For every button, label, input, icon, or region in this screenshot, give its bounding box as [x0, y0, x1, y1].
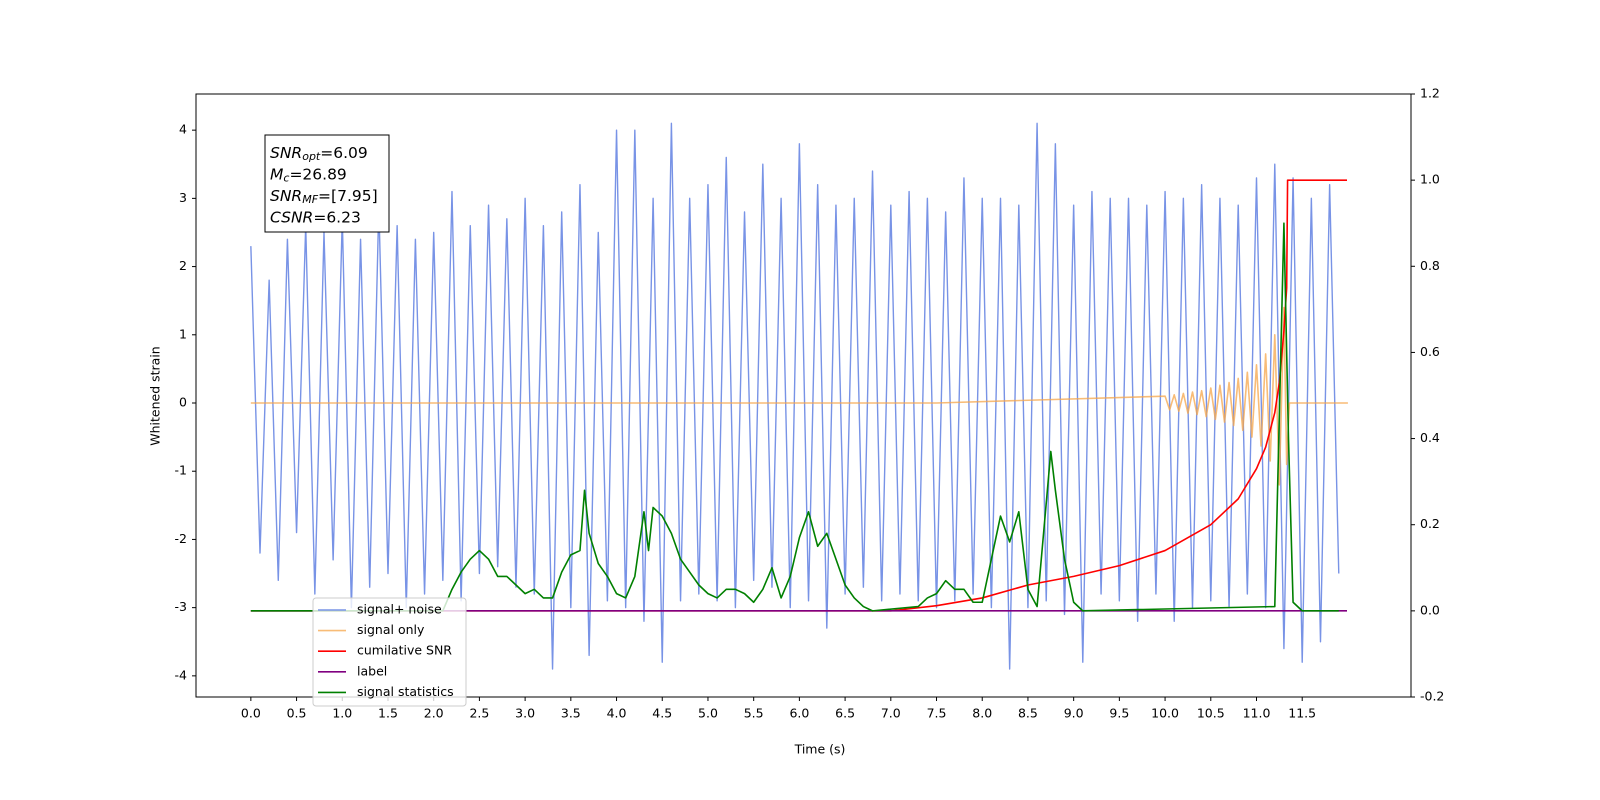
x-tick-label: 8.0	[972, 706, 992, 721]
x-tick-label: 3.0	[515, 706, 535, 721]
x-tick-label: 11.5	[1288, 706, 1316, 721]
annotation-symbol: SNR	[270, 187, 302, 205]
x-tick-label: 5.5	[744, 706, 764, 721]
annotation-symbol: CSNR	[270, 208, 313, 226]
x-axis-label: Time (s)	[794, 742, 846, 757]
y-tick-label: -2	[175, 531, 187, 546]
x-tick-label: 6.5	[835, 706, 855, 721]
y2-tick-label: 0.8	[1420, 258, 1440, 273]
x-tick-label: 10.5	[1197, 706, 1225, 721]
annotation-subscript: opt	[302, 150, 321, 163]
x-tick-label: 2.5	[469, 706, 489, 721]
y2-tick-label: 1.0	[1420, 172, 1440, 187]
legend-label: label	[357, 663, 387, 678]
x-tick-label: 0.0	[241, 706, 261, 721]
y-tick-label: -1	[175, 463, 187, 478]
x-tick-label: 4.0	[607, 706, 627, 721]
y-tick-label: 0	[179, 395, 187, 410]
x-tick-label: 3.5	[561, 706, 581, 721]
annotation-value: =[7.95]	[318, 187, 378, 205]
y-tick-label: 4	[179, 122, 187, 137]
y-tick-label: -4	[175, 667, 188, 682]
x-tick-label: 7.0	[881, 706, 901, 721]
y2-tick-label: 0.0	[1420, 602, 1440, 617]
x-tick-label: 10.0	[1151, 706, 1179, 721]
x-tick-label: 11.0	[1243, 706, 1271, 721]
annotation-value: =6.09	[320, 144, 368, 162]
y2-tick-label: 0.4	[1420, 430, 1440, 445]
x-tick-label: 9.5	[1109, 706, 1129, 721]
series-line	[250, 306, 1348, 486]
plot-frame	[195, 93, 1412, 698]
y-tick-label: 3	[179, 190, 187, 205]
annotation-symbol: SNR	[270, 144, 302, 162]
series-line	[250, 222, 1339, 612]
y2-tick-label: 0.6	[1420, 344, 1440, 359]
x-tick-label: 2.0	[424, 706, 444, 721]
legend-label: signal+ noise	[357, 602, 442, 617]
x-tick-label: 4.5	[652, 706, 672, 721]
x-tick-label: 8.5	[1018, 706, 1038, 721]
y-axis-label: Whitened strain	[148, 346, 163, 445]
annotation-box	[264, 134, 390, 233]
y2-tick-label: -0.2	[1420, 689, 1444, 704]
legend-label: cumilative SNR	[357, 643, 452, 658]
y-tick-label: -3	[175, 599, 187, 614]
x-tick-label: 0.5	[287, 706, 307, 721]
legend-box	[312, 597, 467, 707]
annotation-value: =26.89	[289, 165, 346, 183]
x-tick-label: 9.0	[1064, 706, 1084, 721]
annotation-subscript: MF	[302, 193, 318, 206]
x-tick-label: 5.0	[698, 706, 718, 721]
legend-label: signal only	[357, 622, 425, 637]
x-tick-label: 1.0	[332, 706, 352, 721]
annotation-line: SNRMF=[7.95]	[270, 187, 378, 207]
x-tick-label: 1.5	[378, 706, 398, 721]
y2-tick-label: 1.2	[1420, 86, 1440, 101]
annotation-line: Mc=26.89	[270, 165, 347, 185]
annotation-subscript: c	[283, 172, 289, 185]
annotation-line: SNRopt=6.09	[270, 144, 368, 164]
y2-tick-label: 0.2	[1420, 516, 1440, 531]
annotation-symbol: M	[270, 165, 283, 183]
x-tick-label: 6.0	[789, 706, 809, 721]
annotation-line: CSNR=6.23	[270, 208, 361, 226]
legend-label: signal statistics	[357, 684, 454, 699]
series-line	[250, 179, 1347, 612]
series-line	[250, 122, 1340, 670]
x-tick-label: 7.5	[927, 706, 947, 721]
y-tick-label: 2	[179, 258, 187, 273]
y-tick-label: 1	[179, 326, 187, 341]
annotation-value: =6.23	[313, 208, 361, 226]
